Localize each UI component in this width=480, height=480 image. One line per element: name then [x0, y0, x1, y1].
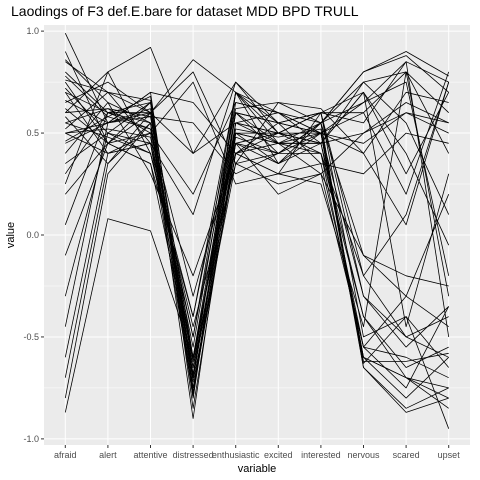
series-line-32	[64, 81, 450, 318]
x-tick-label: interested	[301, 450, 341, 460]
series-line-34	[64, 112, 449, 297]
series-line-5	[65, 51, 449, 409]
series-line-27	[64, 132, 449, 413]
y-tick-label: -1.0	[23, 434, 39, 444]
series-lines	[64, 33, 450, 429]
y-tick-label: -0.5	[23, 332, 39, 342]
x-tick-label: nervous	[347, 450, 380, 460]
x-tick-label: distressed	[173, 450, 214, 460]
y-axis-title: value	[5, 222, 17, 248]
y-tick-label: 0.5	[26, 128, 39, 138]
series-line-33	[65, 61, 449, 216]
series-line-25	[64, 112, 449, 409]
series-line-23	[64, 112, 450, 368]
x-tick-label: afraid	[54, 450, 77, 460]
x-tick-label: upset	[438, 450, 461, 460]
x-tick-label: scared	[393, 450, 420, 460]
series-line-37	[64, 71, 450, 328]
x-tick-label: alert	[99, 450, 117, 460]
x-axis: afraid alert attentive distressedenthusiast…	[54, 445, 460, 460]
y-tick-label: 1.0	[26, 26, 39, 36]
chart-title: Laodings of F3 def.E.bare for dataset MD…	[11, 3, 359, 19]
series-line-38	[65, 61, 450, 379]
y-tick-label: 0.0	[26, 230, 39, 240]
series-line-36	[65, 91, 450, 393]
x-tick-label: attentive	[133, 450, 167, 460]
x-tick-label: excited	[264, 450, 293, 460]
series-line-14	[65, 108, 450, 429]
series-line-31	[65, 47, 450, 246]
x-tick-label: enthusiastic	[212, 450, 260, 460]
x-axis-title: variable	[238, 463, 277, 475]
y-axis: 1.0 0.5 0.0 -0.5 -1.0	[23, 26, 44, 444]
